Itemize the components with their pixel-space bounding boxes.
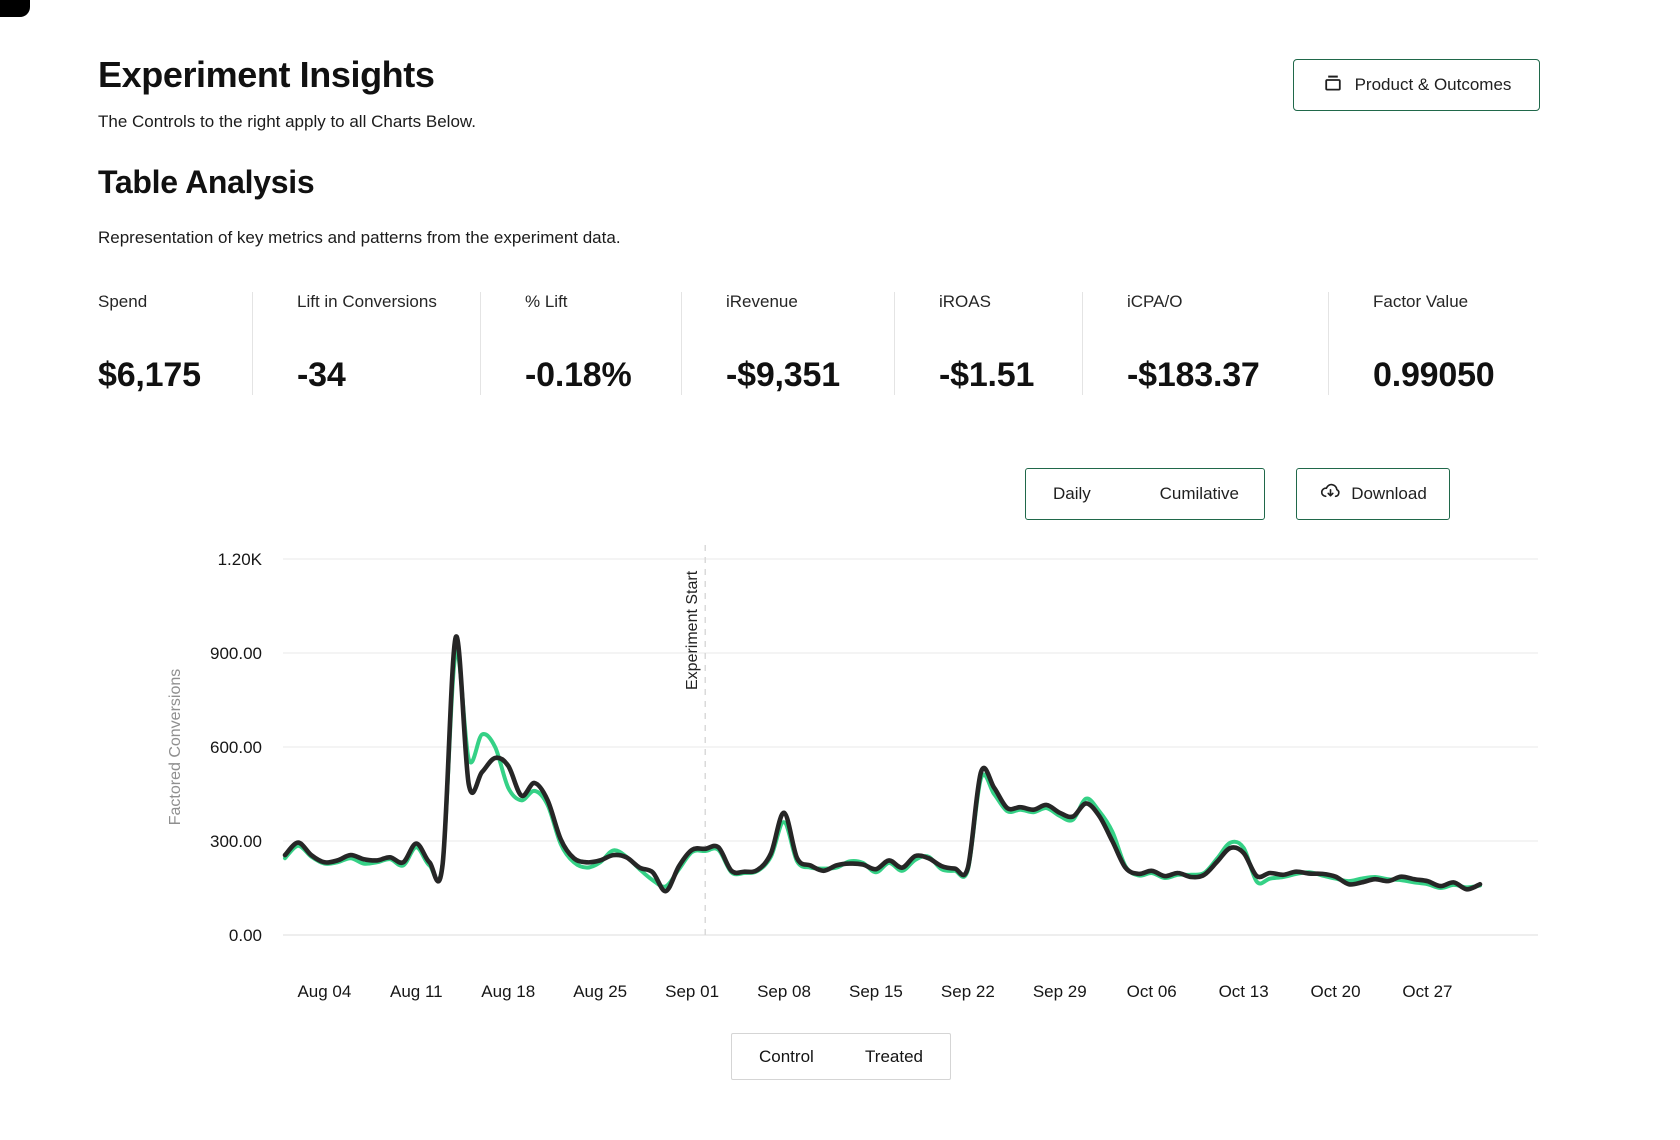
metric-label: Factor Value (1373, 292, 1469, 311)
x-tick-label: Aug 04 (297, 982, 351, 1001)
y-tick-label: 900.00 (210, 644, 262, 663)
metric-label: iROAS (939, 292, 991, 311)
metric-lift-in-conversions: Lift in Conversions -34 (252, 292, 480, 395)
table-analysis-subtitle: Representation of key metrics and patter… (98, 228, 621, 247)
corner-artifact (0, 0, 30, 17)
metric-spend: Spend $6,175 (98, 292, 252, 395)
daily-toggle-button[interactable]: Daily (1053, 484, 1091, 503)
metrics-row: Spend $6,175 Lift in Conversions -34 % L… (98, 292, 1540, 395)
metric-icpao: iCPA/O -$183.37 (1082, 292, 1328, 395)
y-tick-label: 0.00 (229, 926, 262, 945)
metric-value: -0.18% (525, 356, 632, 394)
metric-label: iCPA/O (1127, 292, 1183, 311)
x-tick-label: Sep 29 (1033, 982, 1087, 1001)
control-series-line (282, 634, 1483, 894)
y-tick-label: 600.00 (210, 738, 262, 757)
x-tick-label: Oct 27 (1402, 982, 1452, 1001)
metric-value: 0.99050 (1373, 356, 1495, 394)
daily-cumulative-toggle: Daily Cumilative (1025, 468, 1265, 520)
product-outcomes-label: Product & Outcomes (1354, 75, 1512, 94)
x-tick-label: Aug 18 (481, 982, 535, 1001)
page-title: Experiment Insights (98, 54, 435, 95)
y-tick-label: 1.20K (218, 550, 263, 569)
page-subtitle: The Controls to the right apply to all C… (98, 112, 476, 131)
metric-label: Lift in Conversions (297, 292, 437, 311)
x-tick-label: Oct 06 (1127, 982, 1177, 1001)
archive-icon (1322, 72, 1344, 99)
x-tick-label: Oct 20 (1311, 982, 1361, 1001)
x-tick-label: Sep 15 (849, 982, 903, 1001)
legend-item-treated[interactable]: Treated (865, 1046, 923, 1066)
metric-value: $6,175 (98, 356, 201, 394)
download-cloud-icon (1319, 480, 1342, 508)
metric-irevenue: iRevenue -$9,351 (681, 292, 894, 395)
metric-value: -34 (297, 356, 346, 394)
metric-value: -$183.37 (1127, 356, 1260, 394)
x-tick-label: Oct 13 (1219, 982, 1269, 1001)
metric-iroas: iROAS -$1.51 (894, 292, 1082, 395)
y-axis-title: Factored Conversions (167, 669, 184, 826)
x-tick-label: Sep 01 (665, 982, 719, 1001)
treated-series-line (283, 649, 1482, 890)
metric-label: % Lift (525, 292, 568, 311)
metric-value: -$1.51 (939, 356, 1035, 394)
x-tick-label: Sep 22 (941, 982, 995, 1001)
chart-legend: Control Treated (731, 1033, 951, 1080)
metric-factor-value: Factor Value 0.99050 (1328, 292, 1540, 395)
metric-label: Spend (98, 292, 148, 311)
x-tick-label: Aug 25 (573, 982, 627, 1001)
x-tick-label: Aug 11 (390, 982, 443, 1001)
download-label: Download (1351, 484, 1427, 503)
experiment-start-label: Experiment Start (684, 570, 701, 690)
download-button[interactable]: Download (1296, 468, 1450, 520)
x-tick-label: Sep 08 (757, 982, 811, 1001)
metric-label: iRevenue (726, 292, 798, 311)
metric-percent-lift: % Lift -0.18% (480, 292, 681, 395)
y-tick-label: 300.00 (210, 832, 262, 851)
metric-value: -$9,351 (726, 356, 840, 394)
table-analysis-title: Table Analysis (98, 164, 315, 200)
product-outcomes-button[interactable]: Product & Outcomes (1293, 59, 1540, 111)
cumulative-toggle-button[interactable]: Cumilative (1159, 484, 1239, 503)
legend-item-control[interactable]: Control (759, 1046, 814, 1066)
